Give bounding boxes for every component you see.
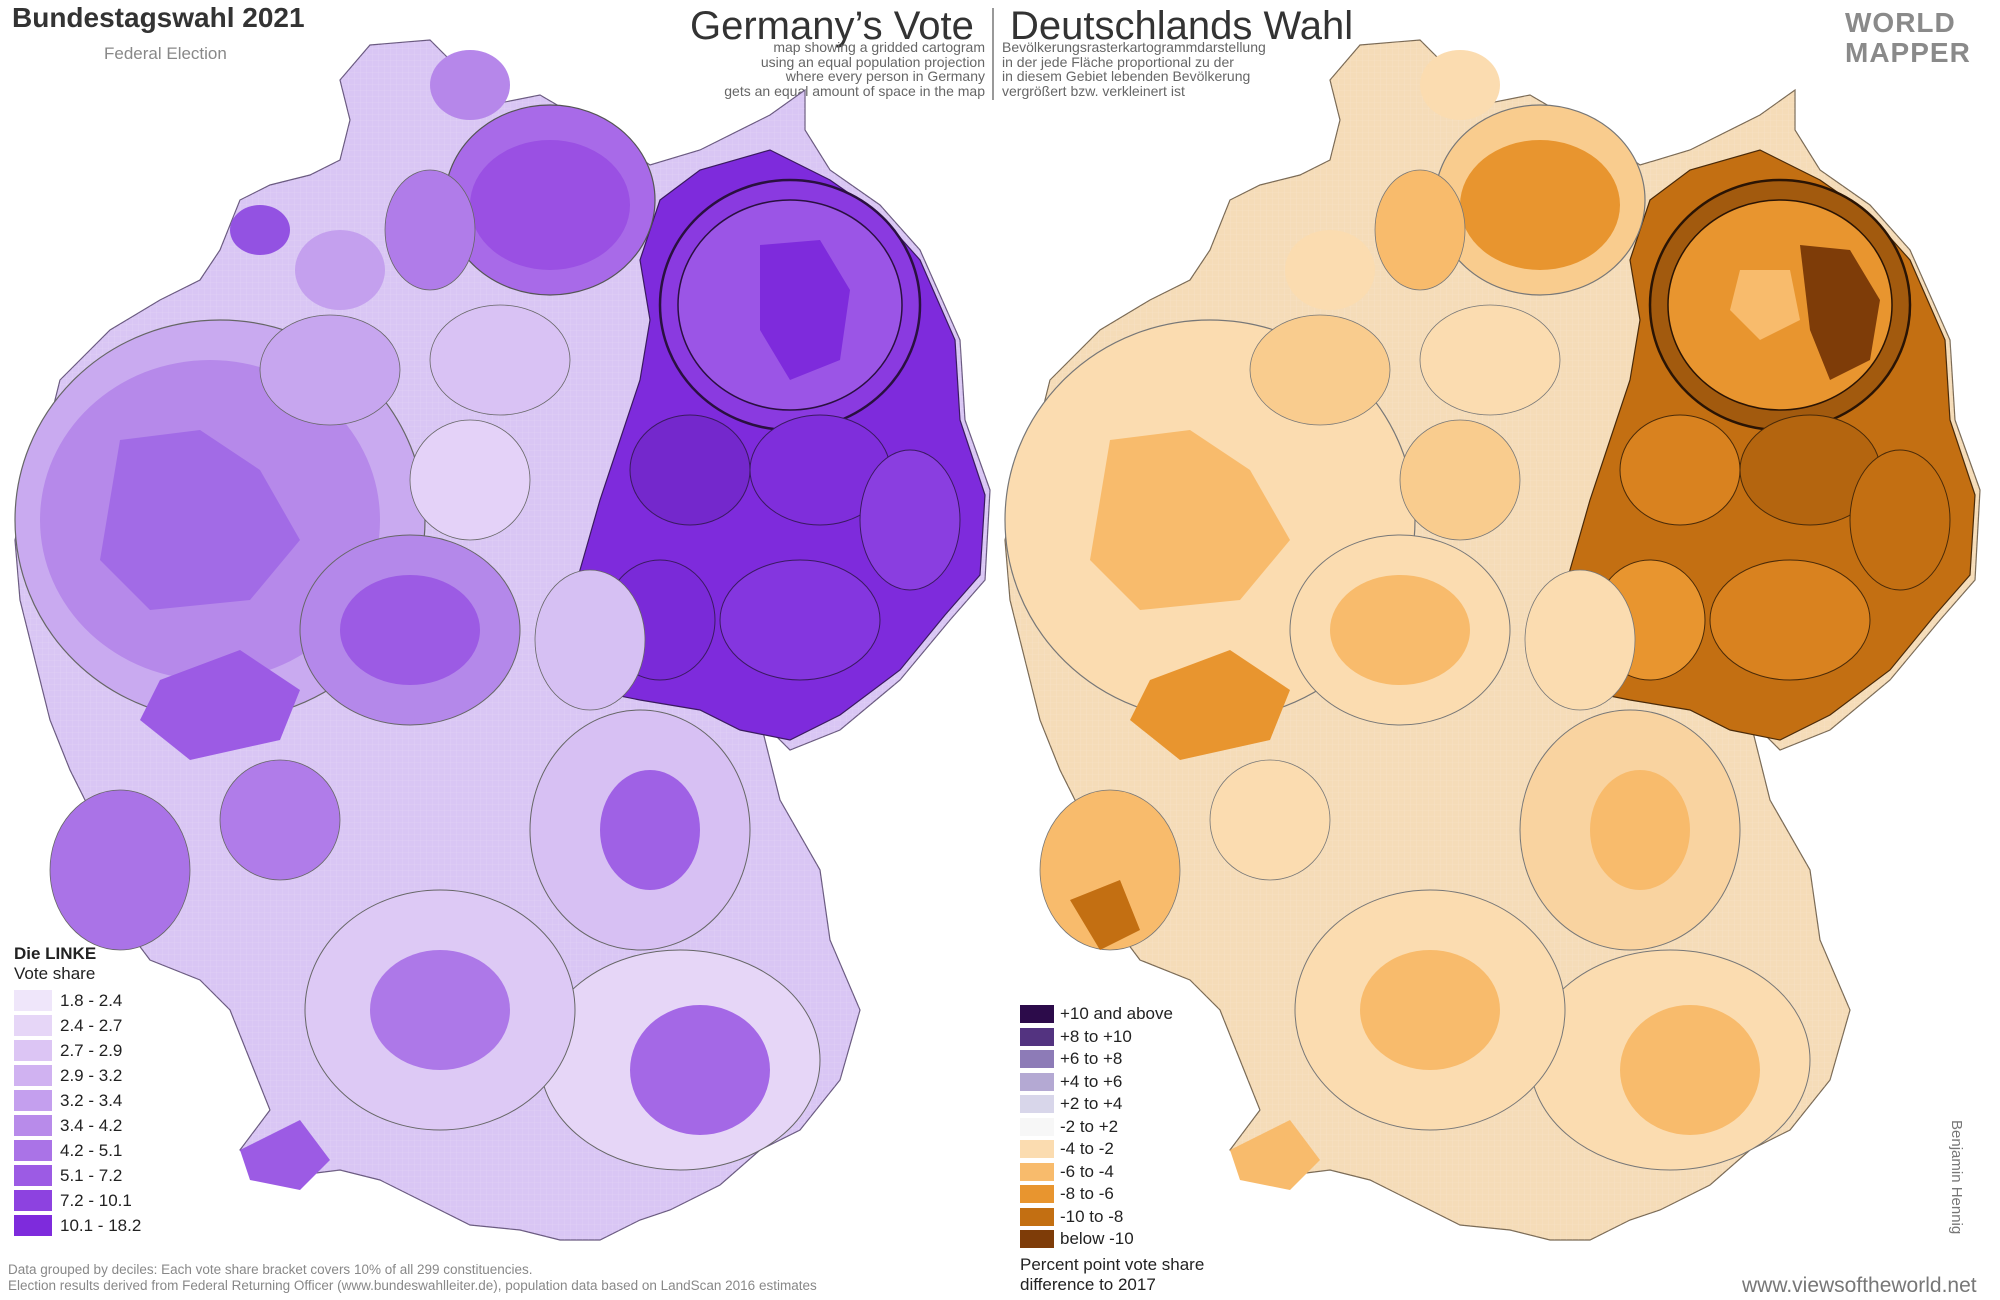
legend-item: +2 to +4: [1020, 1093, 1204, 1116]
legend-item: 4.2 - 5.1: [14, 1138, 141, 1163]
legend-label: +2 to +4: [1060, 1094, 1123, 1114]
legend-item: -6 to -4: [1020, 1161, 1204, 1184]
legend-swatch: [1020, 1230, 1054, 1249]
legend-swatch: [14, 1065, 52, 1086]
legend-item: 3.2 - 3.4: [14, 1088, 141, 1113]
page-subtitle: Federal Election: [104, 44, 227, 63]
legend-swatch: [1020, 1050, 1054, 1069]
heading-english: Germany’s Vote: [690, 4, 974, 48]
legend-label: 10.1 - 18.2: [60, 1215, 142, 1235]
legend-item: +6 to +8: [1020, 1048, 1204, 1071]
description-en-line: where every person in Germany: [785, 68, 985, 84]
legend-label: +8 to +10: [1060, 1026, 1132, 1046]
footer-note-line: Data grouped by deciles: Each vote share…: [8, 1262, 533, 1277]
legend-swatch: [1020, 1117, 1054, 1136]
description-en-line: using an equal population projection: [760, 53, 985, 70]
legend-item: -2 to +2: [1020, 1116, 1204, 1139]
legend-swatch: [1020, 1162, 1054, 1181]
legend-item: 1.8 - 2.4: [14, 988, 141, 1013]
website-link[interactable]: www.viewsoftheworld.net: [1742, 1274, 1977, 1297]
legend-label: 1.8 - 2.4: [60, 990, 123, 1010]
legend-item: -8 to -6: [1020, 1183, 1204, 1206]
footer-note-line: Election results derived from Federal Re…: [8, 1278, 817, 1293]
legend-swatch: [1020, 1095, 1054, 1114]
legend-swatch: [1020, 1005, 1054, 1024]
legend-swatch: [1020, 1027, 1054, 1046]
heading-divider: [992, 8, 994, 100]
vote-change-map: [1004, 39, 1981, 1241]
description-en-line: gets an equal amount of space in the map: [724, 82, 985, 99]
legend-item: +8 to +10: [1020, 1026, 1204, 1049]
description-en-line: map showing a gridded cartogram: [773, 39, 985, 55]
worldmapper-logo: WORLD MAPPER: [1845, 8, 1995, 68]
heading-german: Deutschlands Wahl: [1010, 4, 1354, 48]
vote-share-map: [14, 39, 991, 1241]
legend-swatch: [14, 1015, 52, 1036]
legend-caption-line: difference to 2017: [1020, 1274, 1156, 1294]
vote-change-legend: +10 and above +8 to +10 +6 to +8 +4 to +6 +2…: [1020, 1003, 1204, 1295]
legend-caption: Percent point vote share difference to 2…: [1020, 1255, 1204, 1295]
legend-swatch: [14, 1090, 52, 1111]
legend-label: +4 to +6: [1060, 1071, 1123, 1091]
logo-line: WORLD: [1845, 7, 1956, 38]
legend-item: +10 and above: [1020, 1003, 1204, 1026]
legend-label: 4.2 - 5.1: [60, 1140, 123, 1160]
legend-label: +6 to +8: [1060, 1049, 1123, 1069]
vote-share-legend: Die LINKE Vote share 1.8 - 2.4 2.4 - 2.7 2…: [14, 944, 141, 1238]
legend-item: 2.4 - 2.7: [14, 1013, 141, 1038]
legend-item: -10 to -8: [1020, 1206, 1204, 1229]
legend-label: 7.2 - 10.1: [60, 1190, 132, 1210]
legend-label: 3.4 - 4.2: [60, 1115, 123, 1135]
legend-swatch: [14, 990, 52, 1011]
legend-item: below -10: [1020, 1228, 1204, 1251]
legend-label: 2.9 - 3.2: [60, 1065, 123, 1085]
author-credit: Benjamin Hennig: [1948, 1120, 1965, 1235]
legend-item: 7.2 - 10.1: [14, 1188, 141, 1213]
legend-swatch: [1020, 1140, 1054, 1159]
description-german: Bevölkerungsrasterkartogrammdarstellung …: [1002, 40, 1382, 98]
legend-item: -4 to -2: [1020, 1138, 1204, 1161]
legend-label: 2.4 - 2.7: [60, 1015, 123, 1035]
legend-swatch: [14, 1215, 52, 1236]
legend-item: 3.4 - 4.2: [14, 1113, 141, 1138]
legend-swatch: [14, 1140, 52, 1161]
legend-swatch: [14, 1165, 52, 1186]
legend-swatch: [1020, 1207, 1054, 1226]
legend-item: +4 to +6: [1020, 1071, 1204, 1094]
description-english: map showing a gridded cartogram using an…: [640, 40, 985, 98]
legend-label: -10 to -8: [1060, 1206, 1124, 1226]
legend-label: -2 to +2: [1060, 1116, 1119, 1136]
description-de-line: in diesem Gebiet lebenden Bevölkerung: [1002, 68, 1251, 84]
legend-item: 5.1 - 7.2: [14, 1163, 141, 1188]
legend-swatch: [14, 1115, 52, 1136]
page-title: Bundestagswahl 2021: [12, 2, 305, 33]
legend-item: 10.1 - 18.2: [14, 1213, 141, 1238]
legend-label: -4 to -2: [1060, 1139, 1114, 1159]
legend-label: -6 to -4: [1060, 1161, 1114, 1181]
description-de-line: in der jede Fläche proportional zu der: [1002, 53, 1234, 70]
footer-note: Data grouped by deciles: Each vote share…: [8, 1262, 817, 1294]
legend-item: 2.9 - 3.2: [14, 1063, 141, 1088]
legend-swatch: [14, 1190, 52, 1211]
legend-label: below -10: [1060, 1229, 1134, 1249]
legend-subtitle: Vote share: [14, 964, 96, 983]
legend-label: 2.7 - 2.9: [60, 1040, 123, 1060]
description-de-line: Bevölkerungsrasterkartogrammdarstellung: [1002, 39, 1266, 55]
description-de-line: vergrößert bzw. verkleinert ist: [1002, 82, 1185, 99]
legend-swatch: [1020, 1185, 1054, 1204]
legend-caption-line: Percent point vote share: [1020, 1254, 1205, 1274]
legend-item: 2.7 - 2.9: [14, 1038, 141, 1063]
logo-line: MAPPER: [1845, 37, 1971, 68]
legend-label: -8 to -6: [1060, 1184, 1114, 1204]
legend-title: Die LINKE: [14, 944, 97, 963]
legend-label: +10 and above: [1060, 1004, 1173, 1024]
legend-swatch: [1020, 1072, 1054, 1091]
legend-swatch: [14, 1040, 52, 1061]
legend-label: 5.1 - 7.2: [60, 1165, 123, 1185]
legend-label: 3.2 - 3.4: [60, 1090, 123, 1110]
